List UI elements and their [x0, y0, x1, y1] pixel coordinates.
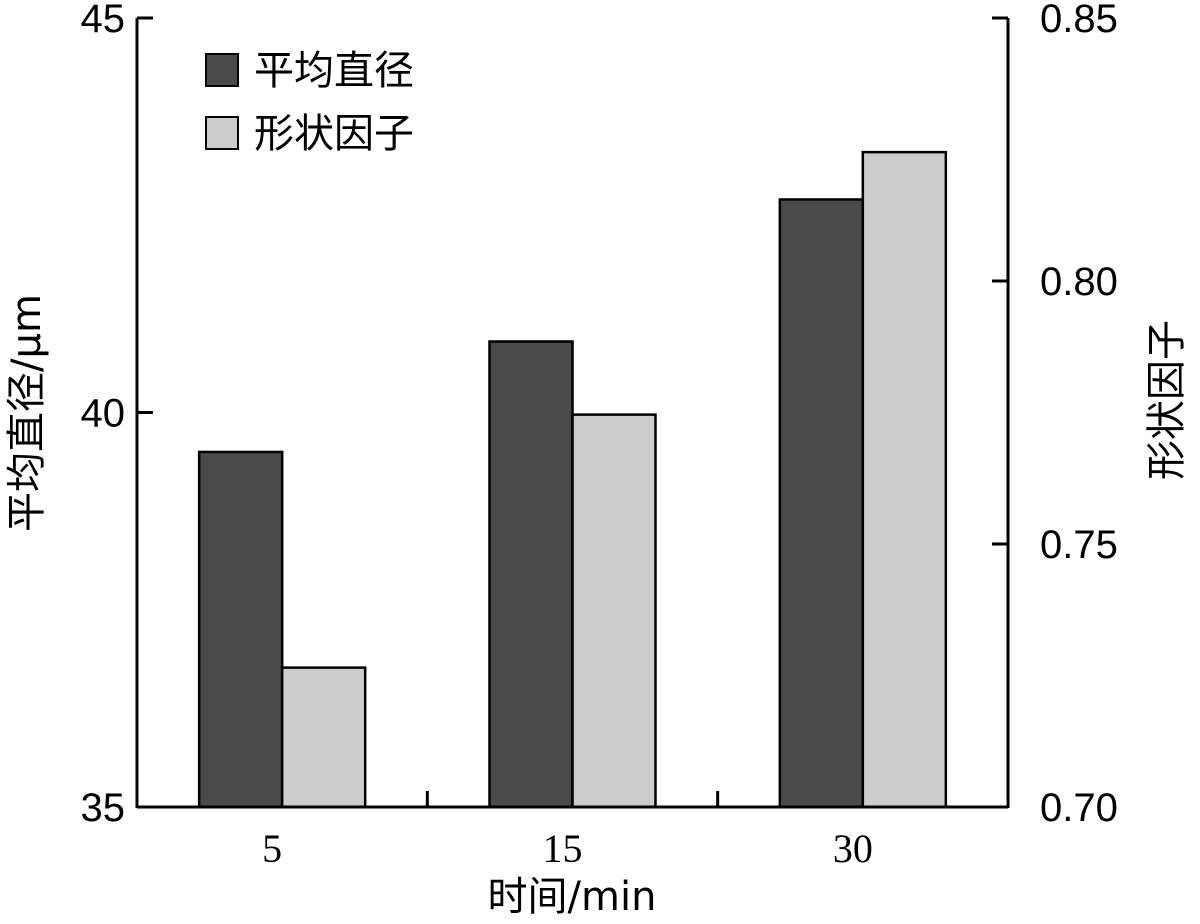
right-ticks-group: 0.70 0.75 0.80 0.85	[992, 0, 1118, 830]
bar-shape-factor-30	[861, 150, 948, 809]
bar-mean-diameter-15	[488, 340, 574, 809]
y-axis-title: 平均直径/μm	[4, 294, 50, 532]
right-tick-label: 0.80	[1040, 260, 1118, 304]
x-tick-label: 15	[543, 826, 583, 871]
bar-shape-factor-5	[280, 666, 367, 809]
right-tick-label: 0.85	[1040, 0, 1118, 41]
y2-axis-title: 形状因子	[1144, 320, 1190, 480]
left-ticks-group: 35 40 45	[81, 0, 153, 830]
legend-label-shape-factor: 形状因子	[254, 111, 414, 157]
left-tick-label: 35	[81, 786, 126, 830]
x-tick-label: 30	[833, 826, 873, 871]
bar-mean-diameter-30	[778, 198, 865, 809]
x-ticks-group: 5 15 30	[262, 791, 873, 871]
x-axis-title: 时间/min	[488, 874, 657, 920]
legend-swatch-mean-diameter	[205, 53, 239, 87]
left-tick-label: 45	[81, 0, 126, 41]
bars-group	[197, 150, 948, 809]
legend: 平均直径 形状因子	[205, 48, 414, 157]
legend-label-mean-diameter: 平均直径	[254, 48, 414, 94]
bar-mean-diameter-5	[197, 450, 284, 809]
right-tick-label: 0.70	[1040, 786, 1118, 830]
x-tick-label: 5	[262, 826, 282, 871]
legend-swatch-shape-factor	[205, 116, 239, 150]
right-tick-label: 0.75	[1040, 523, 1118, 567]
left-tick-label: 40	[81, 392, 126, 436]
bar-shape-factor-15	[571, 413, 657, 809]
